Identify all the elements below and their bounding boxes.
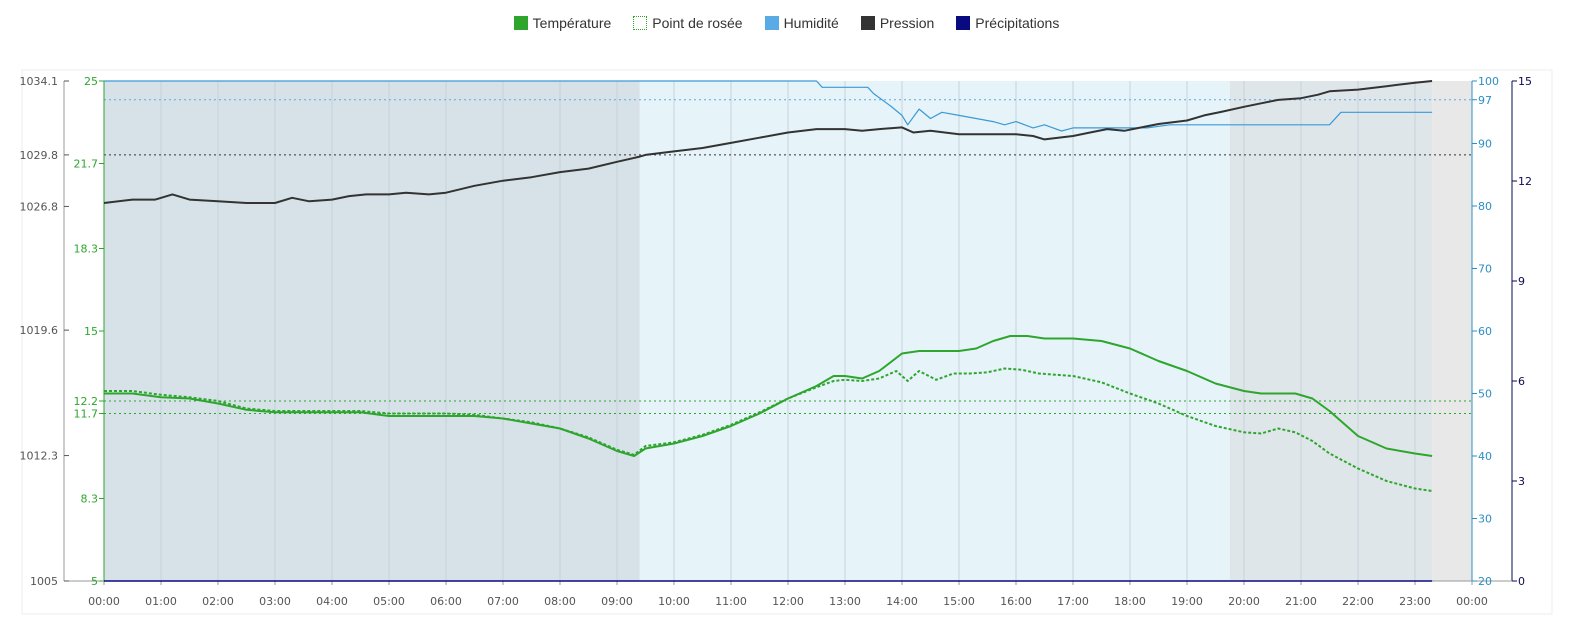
shaded-band bbox=[1432, 81, 1472, 581]
pressure-tick-label: 1029.8 bbox=[20, 149, 59, 162]
x-tick-label: 21:00 bbox=[1285, 595, 1317, 608]
legend-item-1[interactable]: Point de rosée bbox=[633, 15, 743, 31]
pressure-tick-label: 1005 bbox=[30, 575, 58, 588]
legend-label: Humidité bbox=[783, 15, 839, 31]
temperature-tick-label: 25 bbox=[84, 75, 98, 88]
x-tick-label: 02:00 bbox=[202, 595, 234, 608]
precipitation-tick-label: 6 bbox=[1518, 375, 1525, 388]
humidity-tick-label: 80 bbox=[1478, 200, 1492, 213]
pressure-tick-label: 1026.8 bbox=[20, 200, 59, 213]
legend-label: Précipitations bbox=[975, 15, 1060, 31]
legend-swatch-icon bbox=[764, 16, 779, 30]
series-line-temperature bbox=[104, 335, 1433, 457]
humidity-tick-label: 90 bbox=[1478, 138, 1492, 151]
x-tick-label: 11:00 bbox=[715, 595, 747, 608]
legend-item-0[interactable]: Température bbox=[513, 15, 612, 31]
humidity-tick-label: 20 bbox=[1478, 575, 1492, 588]
humidity-tick-label: 100 bbox=[1478, 75, 1499, 88]
pressure-tick-label: 1012.3 bbox=[20, 450, 59, 463]
legend-swatch-icon bbox=[633, 16, 648, 30]
x-tick-label: 22:00 bbox=[1342, 595, 1374, 608]
series-line-pressure bbox=[103, 80, 1433, 204]
precipitation-tick-label: 0 bbox=[1518, 575, 1525, 588]
temperature-tick-label: 11.7 bbox=[74, 408, 99, 421]
x-tick-label: 13:00 bbox=[829, 595, 861, 608]
legend-label: Pression bbox=[879, 15, 935, 31]
x-tick-label: 00:00 bbox=[1456, 595, 1488, 608]
series-line-humidity bbox=[104, 80, 1433, 132]
legend-item-3[interactable]: Pression bbox=[860, 15, 935, 31]
x-tick-label: 16:00 bbox=[1000, 595, 1032, 608]
x-tick-label: 18:00 bbox=[1114, 595, 1146, 608]
legend-item-2[interactable]: Humidité bbox=[764, 15, 839, 31]
legend-swatch-icon bbox=[513, 16, 528, 30]
humidity-tick-label: 50 bbox=[1478, 388, 1492, 401]
chart-legend: Température Point de rosée Humidité Pressio… bbox=[0, 15, 1573, 31]
humidity-tick-label: 40 bbox=[1478, 450, 1492, 463]
precipitation-tick-label: 3 bbox=[1518, 475, 1525, 488]
precipitation-tick-label: 9 bbox=[1518, 275, 1525, 288]
x-tick-label: 05:00 bbox=[373, 595, 405, 608]
x-tick-label: 19:00 bbox=[1171, 595, 1203, 608]
temperature-tick-label: 12.2 bbox=[74, 395, 99, 408]
x-tick-label: 17:00 bbox=[1057, 595, 1089, 608]
x-tick-label: 03:00 bbox=[259, 595, 291, 608]
shaded-band bbox=[1229, 81, 1433, 581]
x-tick-label: 01:00 bbox=[145, 595, 177, 608]
humidity-tick-label: 97 bbox=[1478, 94, 1492, 107]
x-tick-label: 15:00 bbox=[943, 595, 975, 608]
x-tick-label: 08:00 bbox=[544, 595, 576, 608]
legend-item-4[interactable]: Précipitations bbox=[956, 15, 1059, 31]
x-tick-label: 10:00 bbox=[658, 595, 690, 608]
temperature-tick-label: 21.7 bbox=[74, 158, 99, 171]
x-tick-label: 04:00 bbox=[316, 595, 348, 608]
humidity-tick-label: 30 bbox=[1478, 513, 1492, 526]
humidity-tick-label: 60 bbox=[1478, 325, 1492, 338]
temperature-tick-label: 18.3 bbox=[74, 243, 99, 256]
x-tick-label: 14:00 bbox=[886, 595, 918, 608]
x-tick-label: 00:00 bbox=[88, 595, 120, 608]
temperature-tick-label: 15 bbox=[84, 325, 98, 338]
legend-label: Température bbox=[532, 15, 612, 31]
precipitation-tick-label: 15 bbox=[1518, 75, 1532, 88]
legend-swatch-icon bbox=[956, 16, 971, 30]
temperature-tick-label: 8.3 bbox=[81, 493, 99, 506]
temperature-tick-label: 5 bbox=[91, 575, 98, 588]
legend-label: Point de rosée bbox=[652, 15, 743, 31]
pressure-tick-label: 1019.6 bbox=[20, 324, 59, 337]
series-line-temperature-dew bbox=[104, 367, 1433, 492]
humidity-tick-label: 70 bbox=[1478, 263, 1492, 276]
x-tick-label: 07:00 bbox=[487, 595, 519, 608]
pressure-tick-label: 1034.1 bbox=[20, 75, 59, 88]
x-tick-label: 09:00 bbox=[601, 595, 633, 608]
x-tick-label: 06:00 bbox=[430, 595, 462, 608]
x-tick-label: 12:00 bbox=[772, 595, 804, 608]
shaded-band bbox=[639, 81, 1230, 581]
x-tick-label: 23:00 bbox=[1399, 595, 1431, 608]
shaded-band bbox=[104, 81, 640, 581]
x-tick-label: 20:00 bbox=[1228, 595, 1260, 608]
precipitation-tick-label: 12 bbox=[1518, 175, 1532, 188]
legend-swatch-icon bbox=[860, 16, 875, 30]
